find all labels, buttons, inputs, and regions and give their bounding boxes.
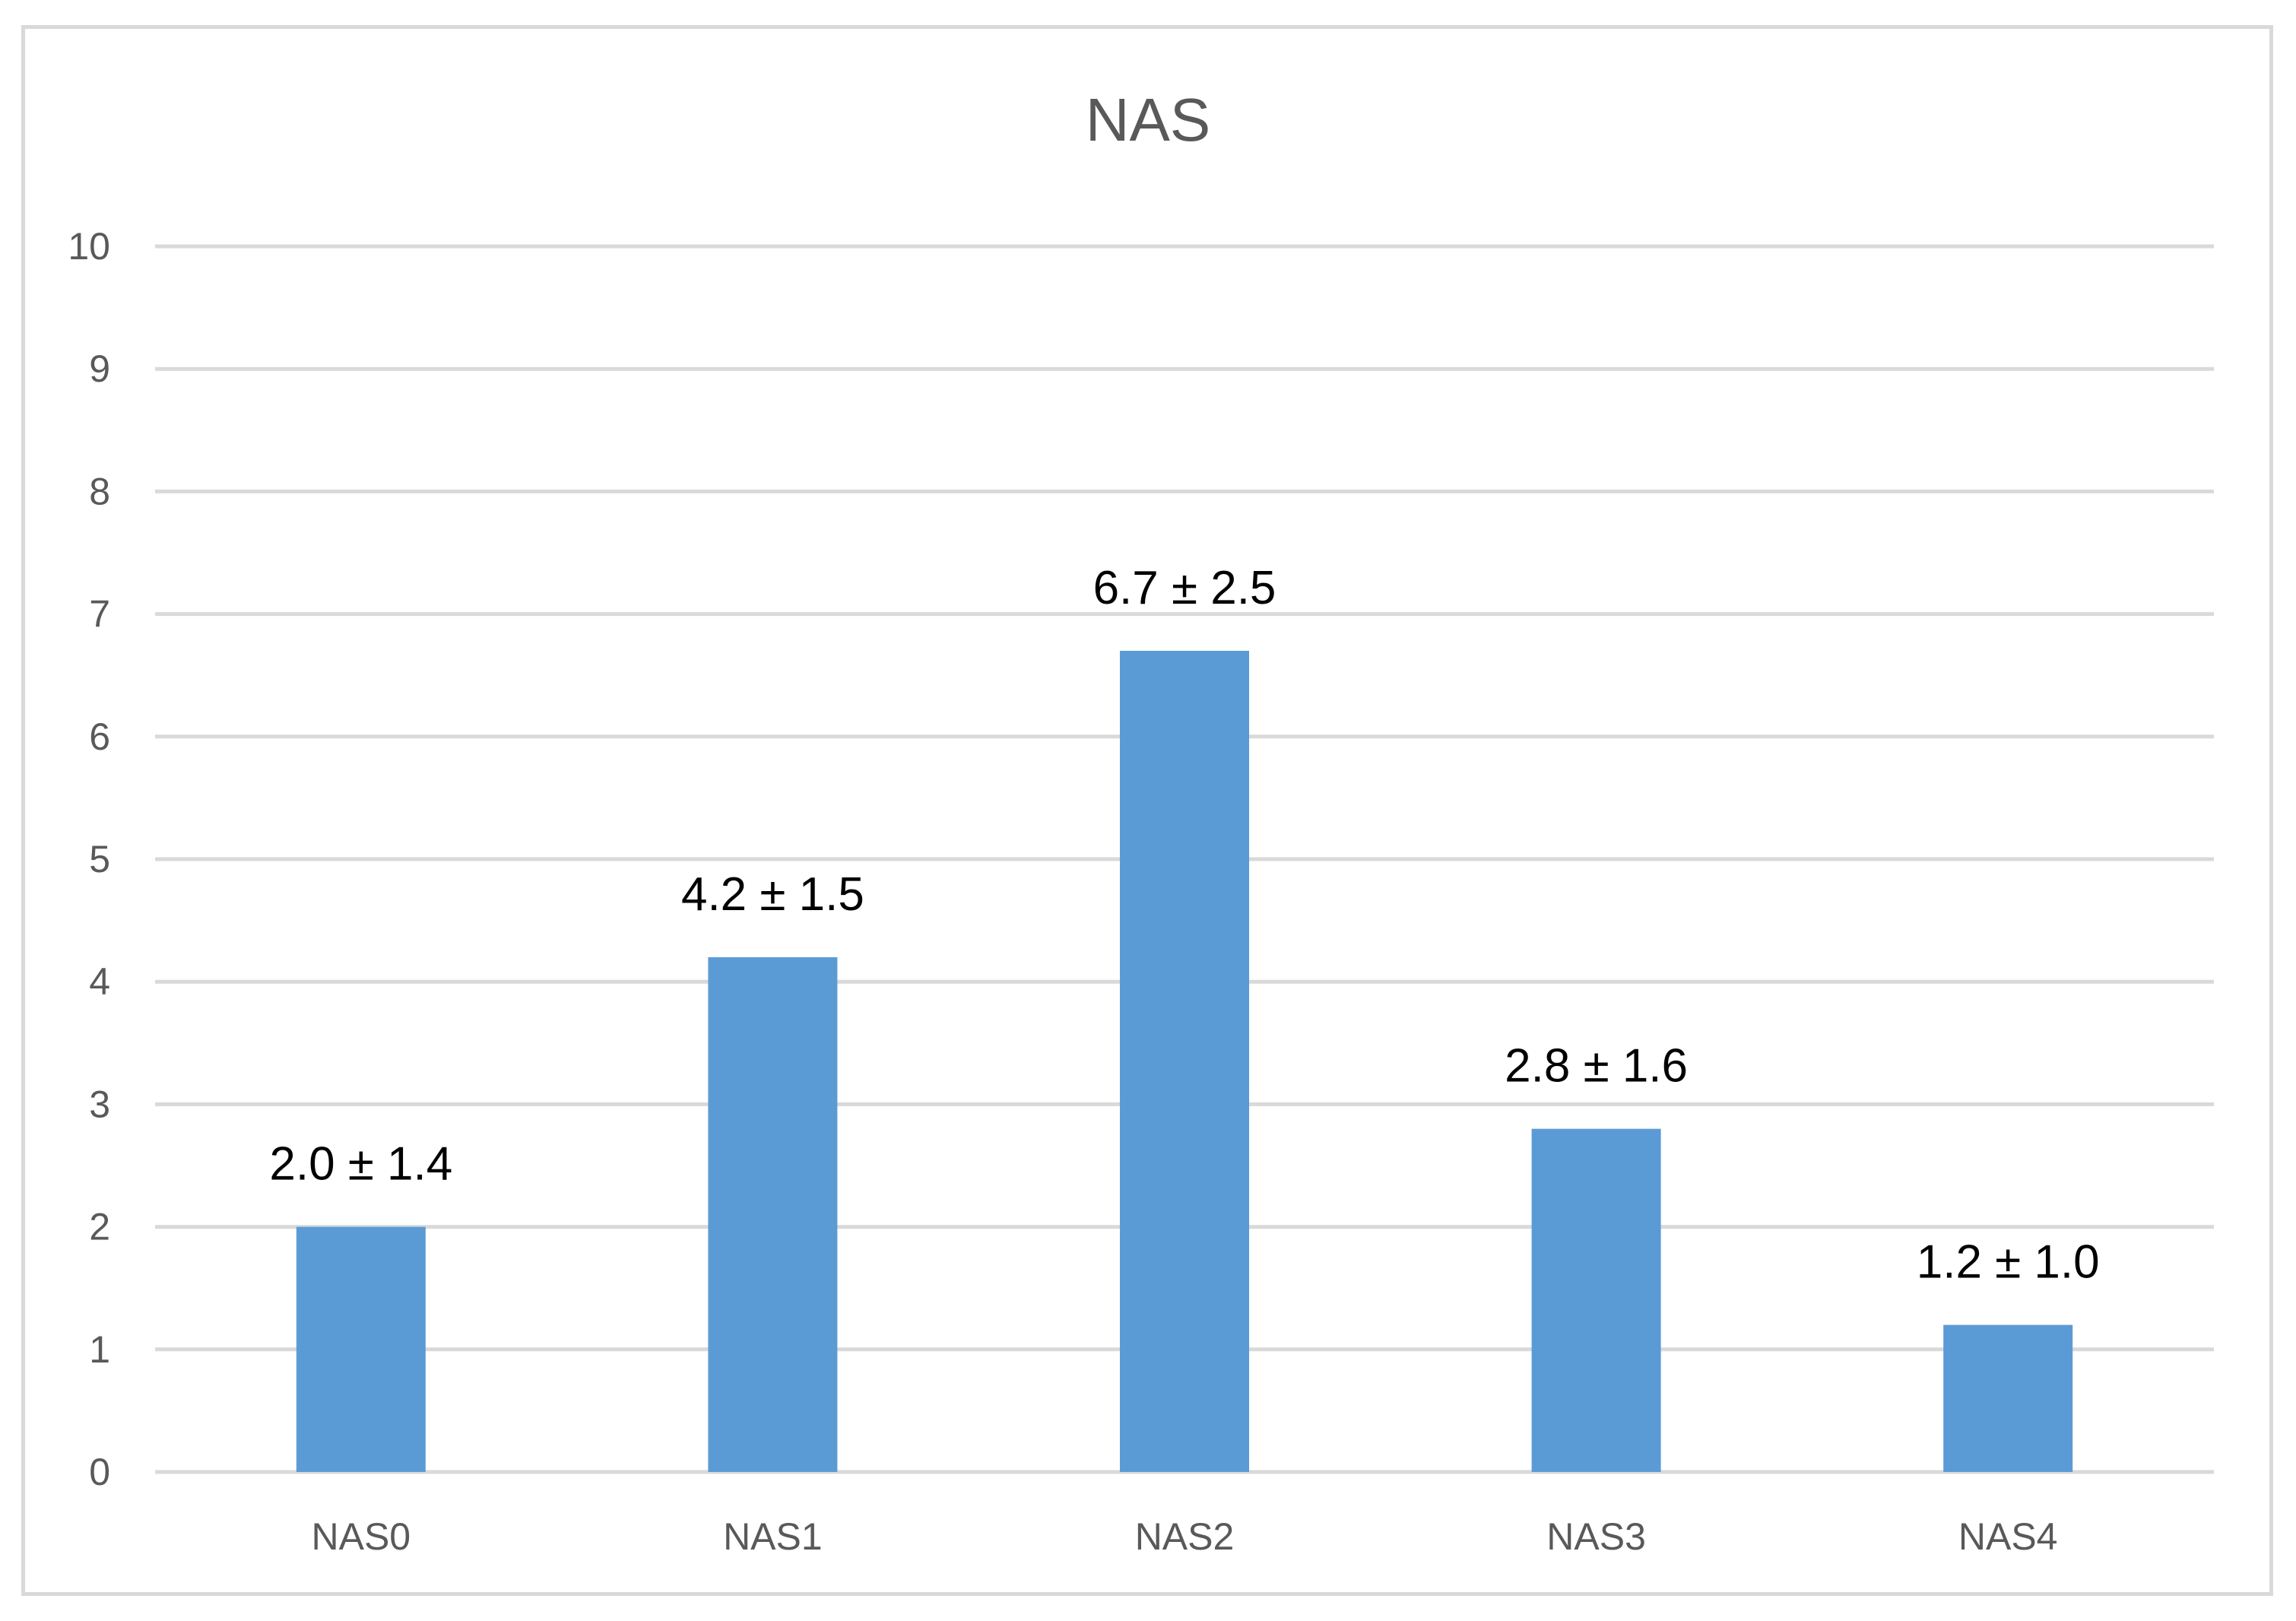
x-tick-label: NAS3 xyxy=(1546,1515,1646,1558)
y-axis-ticks: 0 1 2 3 4 5 6 7 8 9 10 xyxy=(68,225,110,1493)
bar xyxy=(296,1226,426,1472)
y-tick-label: 1 xyxy=(89,1328,110,1371)
y-tick-label: 4 xyxy=(89,960,110,1003)
data-label: 2.0 ± 1.4 xyxy=(269,1138,452,1191)
gridlines xyxy=(155,244,2214,1474)
data-labels: 2.0 ± 1.4 4.2 ± 1.5 6.7 ± 2.5 2.8 ± 1.6 1.2 … xyxy=(269,562,2099,1289)
y-tick-label: 7 xyxy=(89,593,110,636)
y-tick-label: 10 xyxy=(68,225,110,268)
bar xyxy=(1943,1324,2073,1472)
x-tick-label: NAS4 xyxy=(1958,1515,2058,1558)
x-axis-ticks: NAS0 NAS1 NAS2 NAS3 NAS4 xyxy=(311,1515,2057,1558)
y-tick-label: 5 xyxy=(89,838,110,880)
bar xyxy=(1531,1128,1661,1472)
y-tick-label: 2 xyxy=(89,1206,110,1248)
y-tick-label: 8 xyxy=(89,470,110,512)
bar xyxy=(1120,650,1249,1473)
data-label: 4.2 ± 1.5 xyxy=(681,868,864,921)
bars xyxy=(296,650,2073,1473)
data-label: 6.7 ± 2.5 xyxy=(1093,562,1276,614)
y-tick-label: 6 xyxy=(89,715,110,758)
x-tick-label: NAS2 xyxy=(1135,1515,1235,1558)
y-tick-label: 9 xyxy=(89,347,110,390)
data-label: 1.2 ± 1.0 xyxy=(1917,1236,2100,1289)
data-label: 2.8 ± 1.6 xyxy=(1505,1040,1688,1093)
x-tick-label: NAS0 xyxy=(311,1515,411,1558)
y-tick-label: 0 xyxy=(89,1451,110,1493)
y-tick-label: 3 xyxy=(89,1083,110,1125)
chart-title: NAS xyxy=(1086,86,1211,154)
bar xyxy=(708,956,838,1472)
x-tick-label: NAS1 xyxy=(723,1515,823,1558)
